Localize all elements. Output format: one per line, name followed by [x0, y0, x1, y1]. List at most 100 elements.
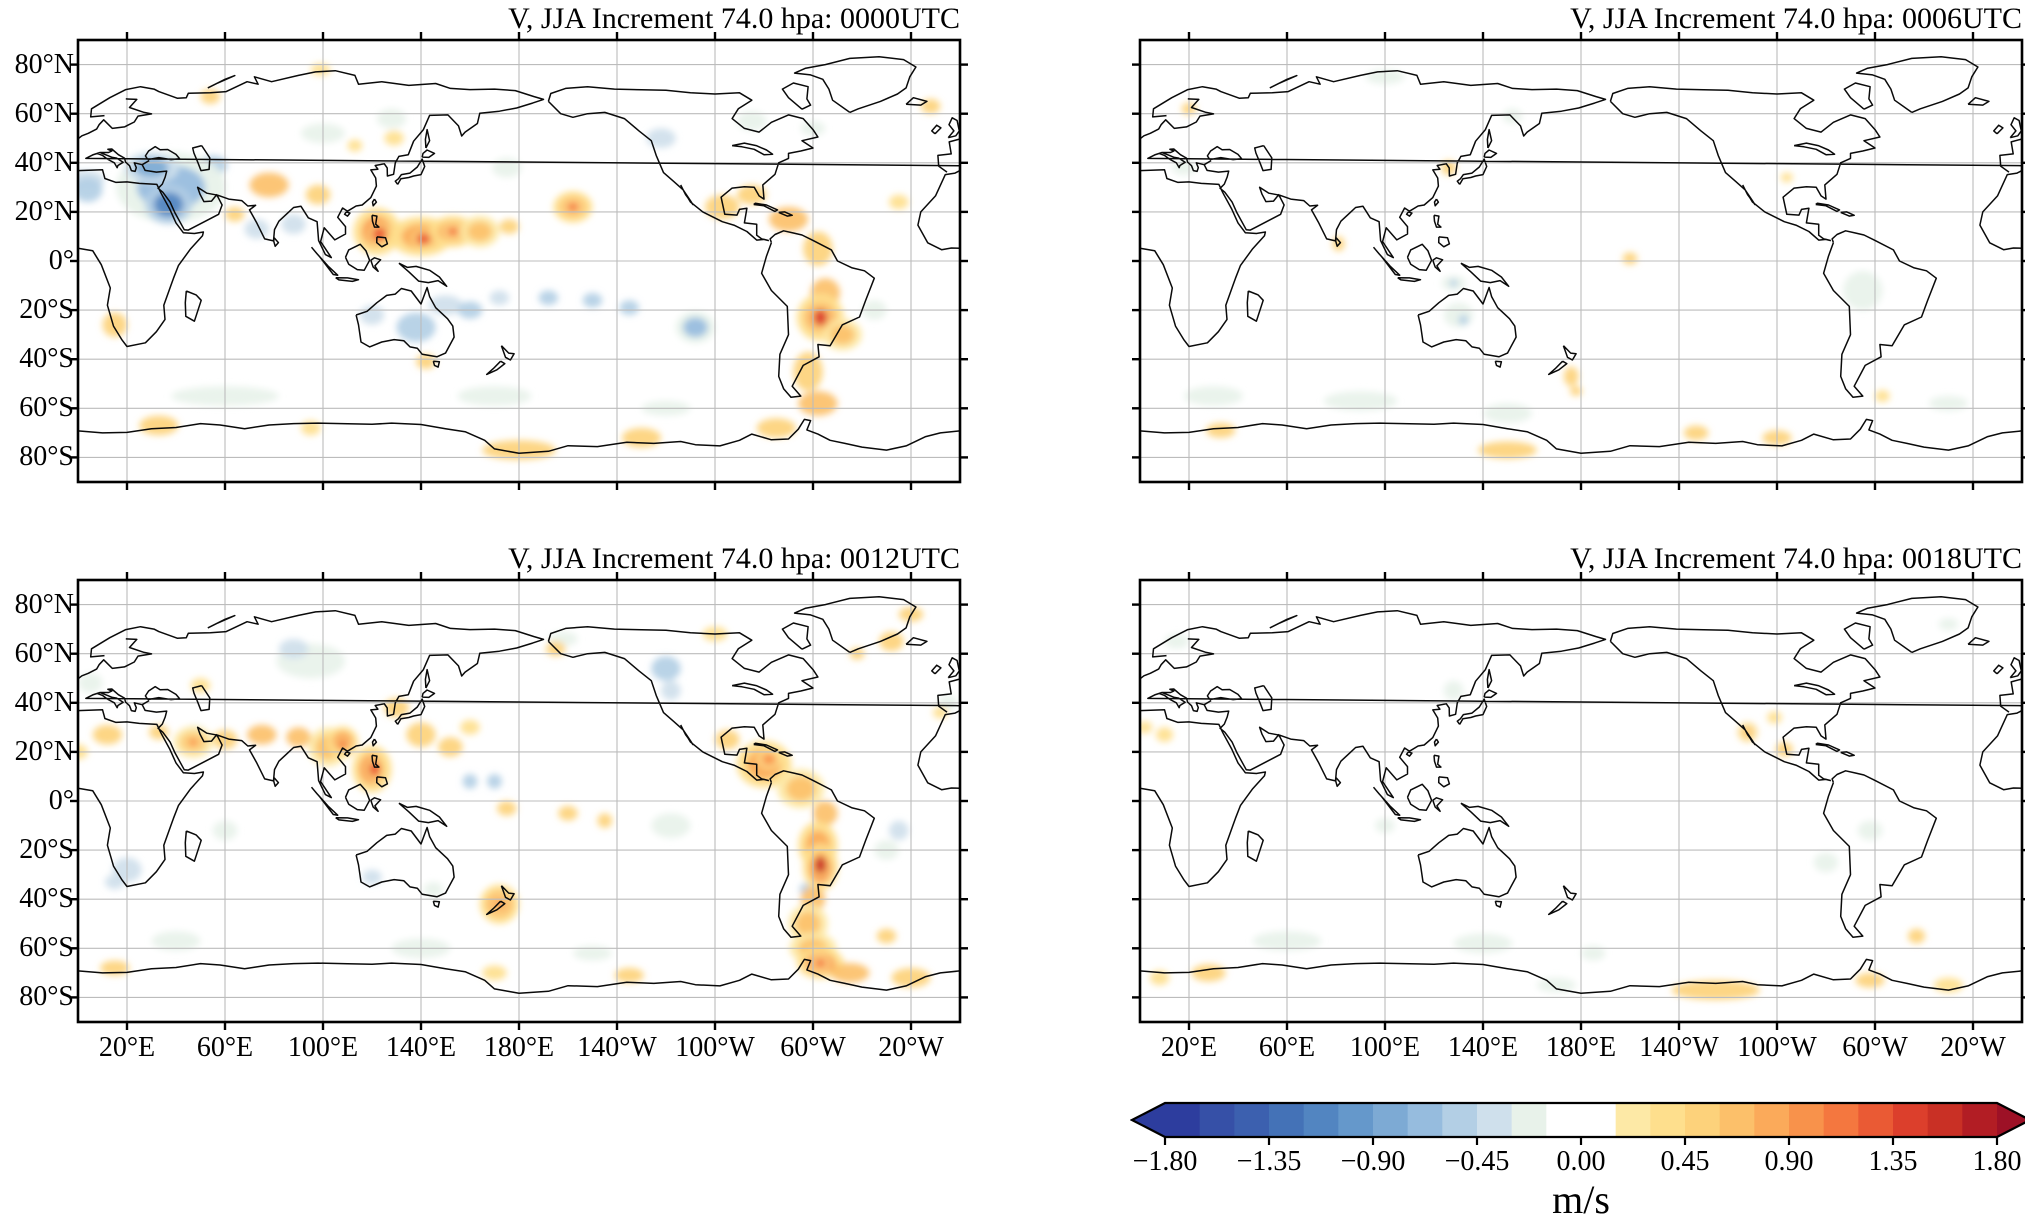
anomaly-blob — [1536, 977, 1577, 993]
colorbar-segment — [1269, 1103, 1305, 1137]
lon-tick-label: 20°E — [1160, 1032, 1218, 1063]
graticule — [78, 580, 960, 1022]
colorbar-ticks — [1163, 1137, 1999, 1145]
panel-title-0018utc: V, JJA Increment 74.0 hpa: 0018UTC — [1570, 542, 2022, 575]
anomaly-blob — [1938, 618, 1959, 631]
anomaly-field — [1140, 618, 1964, 1000]
anomaly-blob — [78, 177, 103, 203]
anomaly-blob — [1570, 386, 1583, 396]
lon-tick-label: 60°W — [780, 1032, 846, 1063]
anomaly-blob — [462, 774, 478, 789]
anomaly-blob — [200, 89, 221, 104]
anomaly-blob — [1813, 852, 1839, 873]
colorbar-unit-label: m/s — [1552, 1177, 1610, 1222]
colorbar-segment — [1893, 1103, 1929, 1137]
map-0006utc — [1132, 32, 2025, 490]
anomaly-blob — [301, 420, 321, 436]
anomaly-blob — [614, 967, 644, 983]
lon-tick-label: 180°E — [483, 1032, 555, 1063]
anomaly-blob — [100, 960, 130, 976]
anomaly-blob — [830, 324, 855, 345]
anomaly-blob — [793, 351, 823, 392]
anomaly-blob — [305, 184, 331, 205]
lat-tick-label: 60°N — [14, 97, 74, 129]
anomaly-blob — [933, 706, 948, 719]
lon-tick-label: 20°E — [98, 1032, 156, 1063]
graticule — [1140, 40, 2022, 482]
anomaly-blob — [1191, 964, 1226, 982]
lon-tick-label: 60°E — [196, 1032, 254, 1063]
anomaly-blob — [225, 206, 245, 222]
map-0018utc — [1132, 572, 2025, 1030]
anomaly-blob — [151, 931, 201, 951]
anomaly-blob — [1140, 721, 1153, 734]
anomaly-blob — [1855, 972, 1885, 988]
anomaly-blob — [814, 958, 827, 968]
anomaly-blob — [683, 317, 708, 338]
anomaly-blob — [1843, 270, 1883, 311]
colorbar-tick-label: 1.35 — [1868, 1146, 1918, 1177]
anomaly-blob — [889, 194, 909, 210]
lat-tick-label: 0° — [48, 785, 74, 816]
anomaly-blob — [1164, 634, 1190, 649]
anomaly-blob — [813, 308, 828, 327]
anomaly-blob — [347, 139, 363, 152]
anomaly-blob — [497, 801, 517, 816]
colorbar-tick-label: 0.90 — [1764, 1146, 1814, 1177]
anomaly-blob — [798, 391, 838, 416]
anomaly-blob — [1767, 711, 1782, 724]
anomaly-blob — [1483, 403, 1532, 424]
anomaly-blob — [1184, 386, 1243, 406]
lon-tick-label: 20°W — [1940, 1032, 2006, 1063]
colorbar-tick-label: −0.45 — [1444, 1146, 1510, 1177]
colorbar-segment — [1199, 1103, 1235, 1137]
anomaly-blob — [619, 300, 640, 316]
lat-tick-label: 60°N — [14, 637, 74, 669]
anomaly-blob — [376, 108, 407, 129]
lat-tick-label: 80°N — [14, 588, 74, 620]
lon-tick-label: 100°E — [287, 1032, 359, 1063]
anomaly-blob — [1443, 302, 1474, 328]
colorbar-segment — [1477, 1103, 1513, 1137]
anomaly-blob — [1857, 820, 1883, 841]
lat-tick-label: 40°S — [19, 883, 74, 915]
coastlines — [77, 55, 961, 455]
lat-tick-label: 80°S — [19, 981, 74, 1013]
anomaly-blob — [281, 214, 306, 234]
lat-tick-label: 80°N — [14, 48, 74, 80]
lon-tick-label: 100°W — [1737, 1032, 1817, 1063]
anomaly-blob — [286, 727, 311, 747]
anomaly-blob — [1449, 279, 1458, 287]
anomaly-blob — [482, 965, 507, 981]
lon-tick-label: 140°E — [385, 1032, 457, 1063]
lat-tick-label: 80°S — [19, 441, 74, 473]
anomaly-blob — [188, 737, 199, 747]
anomaly-blob — [460, 719, 480, 735]
lat-tick-label: 20°S — [19, 294, 74, 326]
anomaly-blob — [558, 805, 578, 821]
coastlines — [1139, 55, 2023, 455]
anomaly-blob — [310, 63, 331, 76]
anomaly-blob — [247, 724, 277, 745]
anomaly-blob — [572, 945, 613, 961]
anomaly-blob — [278, 639, 309, 659]
coastlines — [1139, 595, 2023, 995]
anomaly-blob — [786, 776, 816, 801]
anomaly-blob — [1206, 423, 1236, 438]
anomaly-blob — [538, 290, 559, 306]
anomaly-blob — [78, 673, 103, 693]
lon-tick-label: 20°W — [878, 1032, 944, 1063]
colorbar-tick-label: 1.80 — [1972, 1146, 2022, 1177]
anomaly-blob — [134, 157, 169, 178]
axis-ticks — [70, 572, 968, 1030]
panel-title-0000utc: V, JJA Increment 74.0 hpa: 0000UTC — [508, 2, 960, 35]
anomaly-blob — [566, 202, 579, 212]
colorbar-segment — [1927, 1103, 1963, 1137]
anomaly-blob — [1875, 390, 1890, 403]
anomaly-blob — [814, 856, 827, 874]
anomaly-blob — [651, 656, 681, 681]
colorbar-segment — [1650, 1103, 1686, 1137]
anomaly-field — [1171, 69, 1969, 459]
anomaly-blob — [1580, 945, 1606, 961]
